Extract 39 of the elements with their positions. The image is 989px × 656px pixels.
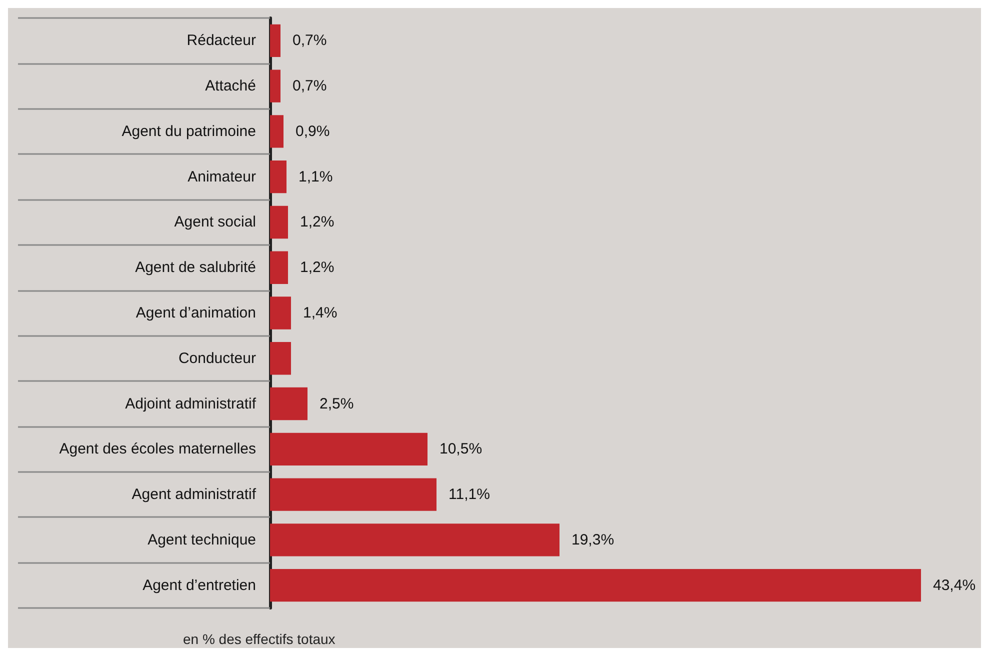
data-label: 0,7% (292, 78, 327, 95)
y-tick-label: Rédacteur (186, 32, 256, 50)
data-label: 1,2% (300, 214, 334, 231)
bar (270, 387, 308, 420)
text: en % des effectifs totaux (183, 631, 336, 647)
bar (270, 160, 286, 194)
data-label: 19,3% (572, 531, 614, 548)
y-tick-label: Animateur (188, 168, 256, 186)
y-tick-label: Agent social (174, 214, 256, 231)
data-label: 0,7% (292, 32, 327, 50)
data-label: 1,2% (300, 259, 334, 276)
y-tick-label: Agent du patrimoine (122, 122, 256, 140)
data-label: 1,4% (303, 304, 338, 322)
bar (270, 251, 288, 284)
data-label: 10,5% (440, 440, 482, 458)
y-tick-label: Agent des écoles maternelles (59, 440, 256, 458)
bar (270, 206, 288, 239)
y-tick-label: Adjoint administratif (125, 395, 257, 412)
bar (270, 70, 280, 102)
data-label: 2,5% (320, 395, 354, 412)
bar (270, 478, 436, 511)
y-tick-label: Attaché (205, 78, 256, 95)
y-tick-label: Agent technique (148, 531, 256, 548)
data-label: 11,1% (448, 486, 490, 504)
data-label: 43,4% (933, 576, 976, 594)
bar (270, 432, 428, 466)
bar (270, 568, 921, 602)
y-tick-label: Agent d’animation (136, 304, 256, 322)
y-tick-label: Agent d’entretien (142, 576, 256, 594)
y-tick-label: Agent de salubrité (135, 259, 256, 276)
data-label: 0,9% (296, 122, 330, 140)
y-tick-label: Conducteur (178, 350, 256, 367)
bar (270, 296, 291, 330)
bar (270, 24, 280, 58)
data-label: 1,1% (298, 168, 333, 186)
bar (270, 524, 560, 556)
y-tick-label: Agent administratif (132, 486, 257, 504)
bar (270, 115, 284, 148)
bar (270, 342, 291, 375)
